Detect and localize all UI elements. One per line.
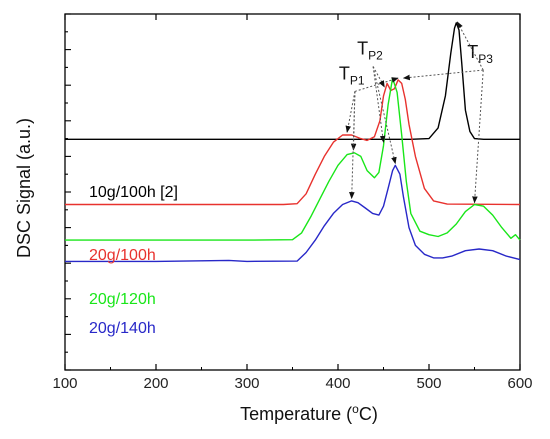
- peak-label-p2: TP2: [357, 39, 383, 63]
- peak-label-p3: TP3: [467, 42, 493, 66]
- x-axis-title-main: Temperature (: [240, 404, 352, 424]
- peak-label-subscript: P2: [368, 49, 383, 63]
- x-tick-label: 100: [52, 375, 77, 392]
- x-axis-title-tail: C): [359, 404, 378, 424]
- peak-arrow-p2: [372, 66, 397, 165]
- x-tick-label: 500: [416, 375, 441, 392]
- peak-arrow-p3: [472, 70, 484, 204]
- peak-label-p1: TP1: [339, 63, 365, 87]
- series-label-20g120h: 20g/120h: [89, 291, 156, 308]
- x-tick-label: 200: [143, 375, 168, 392]
- peak-arrow-p2: [372, 66, 386, 143]
- series-label-10g100h: 10g/100h [2]: [89, 184, 178, 201]
- peak-arrow-p3: [456, 21, 484, 71]
- peak-label-letter: T: [339, 63, 350, 83]
- x-tick-label: 300: [234, 375, 259, 392]
- y-axis-title: DSC Signal (a.u.): [14, 118, 34, 258]
- series-line-3: [65, 77, 521, 241]
- series-label-20g100h: 20g/100h: [89, 247, 156, 264]
- series-label-20g140h: 20g/140h: [89, 320, 156, 337]
- peak-label-subscript: P3: [478, 52, 493, 66]
- x-axis-title: Temperature (oC): [240, 402, 378, 424]
- series-layer: [65, 22, 521, 263]
- series-line-4: [65, 164, 521, 263]
- axis-ticks: 100 200 300 400 500 600: [52, 13, 533, 392]
- peak-arrow-p1: [345, 91, 356, 133]
- x-tick-label: 400: [325, 375, 350, 392]
- x-axis-title-sup: o: [352, 402, 359, 416]
- peak-arrow-p1: [349, 91, 356, 200]
- peak-label-subscript: P1: [350, 73, 365, 87]
- peak-label-letter: T: [357, 39, 368, 59]
- peak-arrow-p3: [402, 69, 484, 81]
- peak-arrow-p1: [354, 77, 399, 92]
- peak-label-letter: T: [467, 42, 478, 62]
- series-line-1: [65, 22, 520, 141]
- series-line-2: [65, 79, 521, 206]
- x-tick-label: 600: [507, 375, 532, 392]
